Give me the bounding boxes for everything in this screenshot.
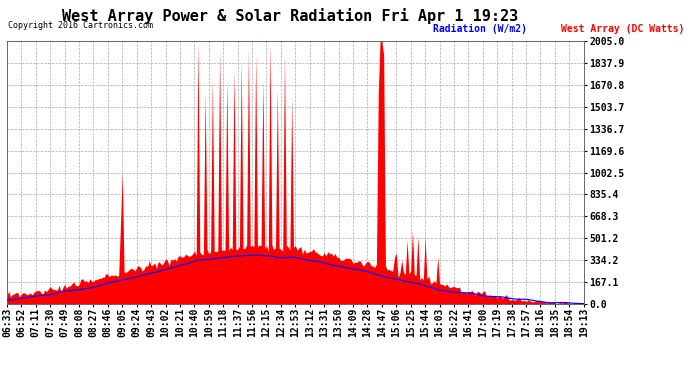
Text: Radiation (W/m2): Radiation (W/m2) (433, 24, 527, 33)
Text: West Array Power & Solar Radiation Fri Apr 1 19:23: West Array Power & Solar Radiation Fri A… (61, 8, 518, 24)
Text: West Array (DC Watts): West Array (DC Watts) (561, 24, 684, 33)
Text: Copyright 2016 Cartronics.com: Copyright 2016 Cartronics.com (8, 21, 153, 30)
